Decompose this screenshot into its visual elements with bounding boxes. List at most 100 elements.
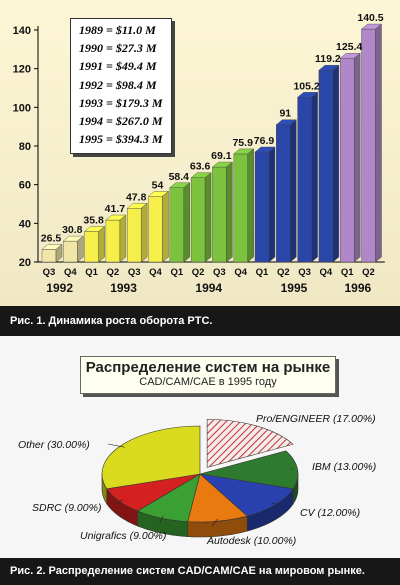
pie-slice-6: [101, 425, 201, 490]
bar-13: [318, 70, 334, 263]
pie-leader-line: [159, 515, 164, 524]
pie-slice-2: [199, 473, 294, 517]
annual-revenue-row: 1989 = $11.0 M: [79, 23, 156, 37]
revenue-bar-chart: 20 40 60 80 100 120 140 26.5 Q3 30.8 Q4 35.8 Q1 41.7…: [0, 0, 400, 306]
pie-title-box: Распределение систем на рынке CAD/CAM/CA…: [80, 356, 336, 394]
bar-value-label: 91: [279, 108, 291, 120]
x-tick-label: Q3: [43, 267, 56, 278]
bar-2: [84, 231, 99, 263]
bar-value-label: 140.5: [357, 12, 383, 24]
year-label: 1993: [110, 281, 137, 295]
bar-7: [190, 177, 206, 263]
bar-side-5: [162, 190, 169, 263]
pie-title: Распределение систем на рынке: [85, 359, 331, 376]
bar-9: [233, 153, 248, 263]
pie-slice-1: [199, 450, 299, 490]
pie-subtitle: CAD/CAM/CAE в 1995 году: [139, 376, 277, 388]
bar-5: [148, 196, 163, 263]
x-tick-label: Q4: [149, 267, 162, 278]
x-tick-label: Q2: [362, 267, 375, 278]
bar-12: [297, 97, 312, 263]
bar-side-15: [375, 23, 382, 263]
annual-revenue-row: 1990 = $27.3 M: [79, 41, 157, 56]
bar-side-7: [204, 172, 212, 263]
year-label: 1994: [195, 281, 222, 295]
bar-value-label: 35.8: [83, 214, 104, 226]
figure-1-caption: Рис. 1. Динамика роста оборота PTC.: [0, 306, 400, 336]
bar-value-label: 47.8: [126, 191, 147, 203]
bar-value-label: 75.9: [232, 137, 253, 149]
bar-0: [41, 249, 57, 263]
bar-value-label: 26.5: [41, 232, 62, 244]
y-tick-label: 80: [19, 141, 31, 153]
pie-leader-line: [107, 443, 125, 448]
y-tick-label: 120: [13, 64, 31, 76]
pie-slice-label: Other (30.00%): [18, 439, 90, 451]
bar-side-12: [311, 91, 318, 263]
bar-side-10: [268, 146, 276, 263]
x-tick-label: Q1: [170, 267, 183, 278]
market-share-panel: Распределение систем на рынке CAD/CAM/CA…: [0, 336, 400, 558]
annual-revenue-row: 1995 = $394.3 M: [79, 132, 163, 147]
x-tick-label: Q2: [107, 267, 120, 278]
x-tick-label: Q2: [277, 267, 290, 278]
bar-side-2: [98, 226, 105, 263]
bar-side-0: [55, 244, 63, 263]
bar-side-1: [77, 235, 84, 263]
x-tick-label: Q4: [234, 267, 247, 278]
figure-2-caption: Рис. 2. Распределение систем CAD/CAM/CAE…: [0, 558, 400, 585]
x-tick-label: Q3: [128, 267, 141, 278]
x-tick-label: Q4: [64, 267, 77, 278]
pie-slice-label: Unigrafics (9.00%): [80, 530, 166, 542]
bar-value-label: 119.2: [315, 53, 341, 65]
bar-8: [212, 166, 227, 263]
pie-leader-line: [211, 518, 218, 527]
bar-value-label: 58.4: [169, 171, 190, 183]
pie-leader-line: [271, 502, 277, 505]
annual-revenue-row: 1993 = $179.3 M: [79, 95, 163, 110]
bar-3: [105, 219, 121, 263]
bar-6: [169, 187, 185, 263]
y-tick-label: 20: [19, 257, 31, 269]
pie-slice-label: SDRC (9.00%): [32, 502, 101, 514]
pie-leader-line: [291, 467, 293, 470]
pie-slice-label: IBM (13.00%): [312, 461, 376, 473]
x-tick-label: Q3: [213, 267, 226, 278]
pie-slice-0: [206, 419, 294, 468]
bar-side-13: [332, 64, 340, 263]
bar-1: [63, 240, 78, 263]
pie-slice-label: Autodesk (10.00%): [206, 535, 296, 547]
y-tick-label: 40: [19, 218, 31, 230]
bar-15: [361, 28, 376, 263]
x-tick-label: Q4: [320, 267, 333, 278]
x-tick-label: Q1: [341, 267, 354, 278]
bar-10: [254, 151, 270, 263]
x-tick-label: Q1: [85, 267, 98, 278]
bar-side-8: [226, 161, 233, 263]
bar-side-3: [119, 214, 127, 263]
bar-side-11: [290, 119, 297, 263]
x-tick-label: Q2: [192, 267, 205, 278]
bar-value-label: 41.7: [105, 203, 126, 215]
bar-value-label: 30.8: [62, 224, 83, 236]
annual-revenue-row: 1992 = $98.4 M: [79, 77, 157, 92]
year-label: 1995: [281, 281, 308, 295]
bar-value-label: 76.9: [254, 135, 275, 147]
bar-side-14: [354, 52, 361, 263]
bar-side-6: [183, 182, 191, 263]
bar-11: [276, 124, 291, 263]
pie-slice-label: Pro/ENGINEER (17.00%): [256, 413, 376, 425]
market-share-pie-chart: Pro/ENGINEER (17.00%) IBM (13.00%) CV (12.…: [18, 413, 376, 547]
y-tick-label: 60: [19, 180, 31, 192]
x-tick-label: Q1: [256, 267, 269, 278]
annual-revenue-row: 1991 = $49.4 M: [79, 59, 157, 74]
y-tick-label: 100: [13, 102, 31, 114]
bar-14: [340, 58, 355, 263]
bar-4: [126, 208, 142, 263]
year-label: 1992: [46, 281, 73, 295]
year-label: 1996: [344, 281, 371, 295]
bar-value-label: 125.4: [336, 41, 362, 53]
pie-slice-label: CV (12.00%): [300, 507, 360, 519]
bar-side-4: [140, 202, 148, 263]
bar-value-label: 105.2: [293, 80, 319, 92]
